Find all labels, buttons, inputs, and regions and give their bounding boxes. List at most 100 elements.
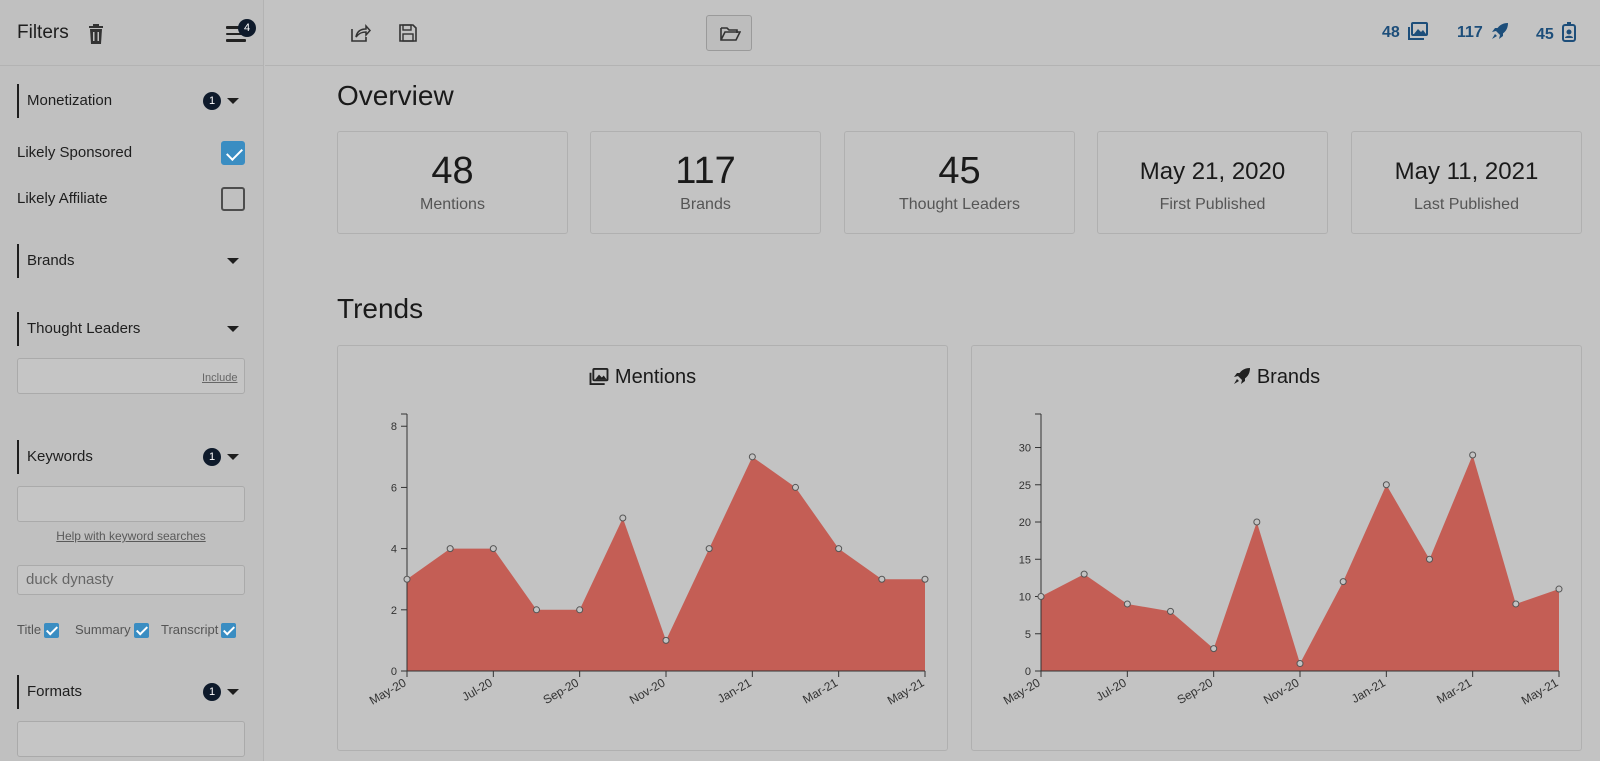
likely-sponsored-row: Likely Sponsored <box>17 141 245 165</box>
formats-section-toggle[interactable]: Formats 1 <box>17 675 245 709</box>
y-tick-label: 2 <box>391 605 397 617</box>
mentions-area-chart: 0 2 4 6 8 May-20 Jul-20 Sep-20 Nov-20 Jan-21 Mar-2… <box>367 413 929 708</box>
data-point <box>1512 600 1520 608</box>
likely-affiliate-row: Likely Affiliate <box>17 187 245 211</box>
card-label: First Published <box>1159 196 1266 213</box>
overview-card-thought-leaders: 45 Thought Leaders <box>844 131 1075 234</box>
keywords-section-toggle[interactable]: Keywords 1 <box>17 440 245 474</box>
trash-icon[interactable] <box>88 24 104 44</box>
scope-title-checkbox[interactable] <box>44 623 60 639</box>
data-point <box>792 483 799 491</box>
thought-leaders-input[interactable] <box>17 358 245 394</box>
thought-leaders-section-toggle[interactable]: Thought Leaders <box>17 312 245 346</box>
chart-title-text: Mentions <box>614 366 697 388</box>
thought-leaders-count-chip[interactable]: 45 <box>1536 22 1577 44</box>
filters-header: Filters 4 <box>0 0 263 66</box>
overview-card-last-published: May 11, 2021 Last Published <box>1351 131 1582 234</box>
y-tick-label: 15 <box>1019 554 1031 566</box>
x-tick-label: Jul-20 <box>1094 675 1130 704</box>
mentions-count: 48 <box>1382 24 1400 41</box>
monetization-section-toggle[interactable]: Monetization 1 <box>17 84 245 118</box>
x-tick-label: Sep-20 <box>541 675 582 707</box>
likely-affiliate-checkbox[interactable] <box>221 187 245 211</box>
rocket-icon <box>1492 23 1509 39</box>
x-tick-label: Mar-21 <box>1434 675 1474 706</box>
data-point <box>1426 555 1433 563</box>
x-tick-label: May-20 <box>367 675 409 707</box>
y-tick-label: 0 <box>391 666 397 678</box>
monetization-label: Monetization <box>27 92 113 109</box>
keyword-tag-duck-dynasty[interactable]: duck dynasty <box>17 565 245 595</box>
x-tick-label: Nov-20 <box>1261 675 1302 707</box>
data-point <box>1555 585 1563 593</box>
rocket-icon <box>1233 368 1250 384</box>
mentions-count-chip[interactable]: 48 <box>1382 22 1429 44</box>
likely-sponsored-checkbox[interactable] <box>221 141 245 165</box>
top-toolbar: 48 117 45 <box>265 0 1600 66</box>
caret-down-icon <box>227 98 239 104</box>
y-tick-label: 4 <box>391 544 397 556</box>
y-tick-label: 6 <box>391 482 397 494</box>
formats-label: Formats <box>27 683 83 700</box>
mentions-chart-card: Mentions 0 2 4 6 8 May-20 Jul-20 Sep-20 Nov-20 Ja… <box>337 345 948 751</box>
data-point <box>878 575 886 583</box>
filters-sidebar: Filters 4 Monetization 1 Likely Sponsore… <box>0 0 264 761</box>
thought-leaders-count: 45 <box>1536 26 1554 43</box>
data-point <box>1167 607 1174 615</box>
data-point <box>835 545 843 553</box>
scope-transcript[interactable]: Transcript <box>161 621 237 639</box>
open-folder-button[interactable] <box>706 15 752 51</box>
card-label: Last Published <box>1414 196 1519 213</box>
keyword-input[interactable] <box>17 486 245 522</box>
x-tick-label: Mar-21 <box>800 675 840 706</box>
card-value: May 11, 2021 <box>1394 158 1539 185</box>
scope-summary-checkbox[interactable] <box>133 623 149 639</box>
y-tick-label: 0 <box>1025 666 1031 678</box>
chart-title-text: Brands <box>1256 366 1321 388</box>
data-point <box>446 545 454 553</box>
data-point <box>533 606 540 614</box>
x-tick-label: Nov-20 <box>627 675 668 707</box>
scope-title-label: Title <box>17 622 42 637</box>
x-tick-label: Jan-21 <box>715 675 754 706</box>
keyword-help-link[interactable]: Help with keyword searches <box>56 529 206 543</box>
caret-down-icon <box>227 454 239 460</box>
scope-transcript-label: Transcript <box>161 622 219 637</box>
active-filters-count-badge: 4 <box>238 19 256 37</box>
scope-summary[interactable]: Summary <box>75 621 149 639</box>
card-value: 45 <box>938 150 981 192</box>
overview-card-first-published: May 21, 2020 First Published <box>1097 131 1328 234</box>
keywords-count-badge: 1 <box>203 448 221 466</box>
overview-card-brands: 117 Brands <box>590 131 821 234</box>
scope-title[interactable]: Title <box>17 621 60 639</box>
card-value: 117 <box>675 150 736 192</box>
brands-section-toggle[interactable]: Brands <box>17 244 245 278</box>
area-series <box>1041 454 1559 671</box>
y-tick-label: 30 <box>1019 443 1031 455</box>
card-label: Mentions <box>420 196 485 213</box>
mentions-chart-title: Mentions <box>338 366 947 389</box>
card-label: Brands <box>680 196 731 213</box>
x-tick-label: May-21 <box>885 675 927 707</box>
filters-title: Filters <box>17 22 69 43</box>
include-toggle[interactable]: Include <box>202 372 238 384</box>
area-series <box>407 456 925 671</box>
brands-count-chip[interactable]: 117 <box>1457 22 1509 44</box>
brands-chart-card: Brands 0 5 10 15 20 25 30 May-20 Jul-20 Sep-20 Nov… <box>971 345 1582 751</box>
filters-menu-button[interactable] <box>226 26 246 44</box>
scope-summary-label: Summary <box>75 622 131 637</box>
x-tick-label: Sep-20 <box>1175 675 1216 707</box>
thought-leaders-label: Thought Leaders <box>27 320 141 337</box>
x-tick-label: May-21 <box>1519 675 1561 707</box>
brands-label: Brands <box>27 252 75 269</box>
formats-input[interactable] <box>17 721 245 757</box>
brands-area-chart: 0 5 10 15 20 25 30 May-20 Jul-20 Sep-20 Nov-20 Jan-… <box>1001 413 1563 708</box>
y-tick-label: 8 <box>391 421 397 433</box>
caret-down-icon <box>227 689 239 695</box>
y-tick-label: 5 <box>1025 629 1031 641</box>
save-icon[interactable] <box>397 22 419 44</box>
scope-transcript-checkbox[interactable] <box>221 623 237 639</box>
overview-heading: Overview <box>337 80 454 111</box>
share-icon[interactable] <box>349 22 371 44</box>
data-point <box>1382 481 1390 489</box>
